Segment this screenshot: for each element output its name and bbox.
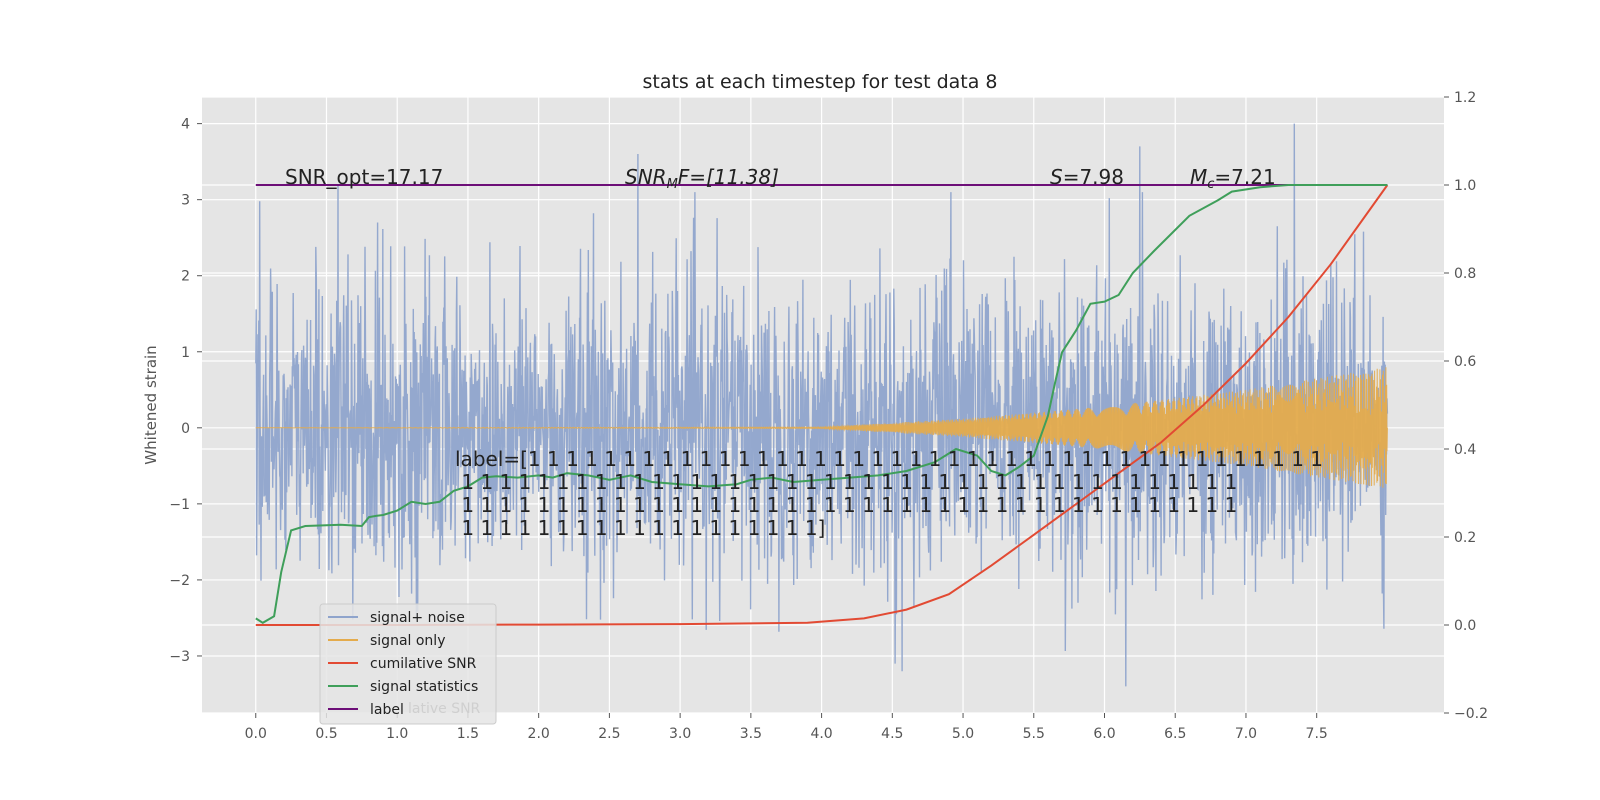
y2-tick-label: 0.2 <box>1454 530 1476 546</box>
x-tick-label: 6.0 <box>1093 726 1115 742</box>
x-tick-label: 1.0 <box>386 726 408 742</box>
x-tick-label: 2.0 <box>528 726 550 742</box>
series-cumulative-snr <box>255 184 1389 626</box>
annotation-label-line-3: 1 1 1 1 1 1 1 1 1 1 1 1 1 1 1 1 1 1 1 1 … <box>455 493 1237 517</box>
annotation-snr-mf-sub: M <box>667 177 678 192</box>
y2-tick-label: 0.4 <box>1454 442 1476 458</box>
legend-ghost-text: lative SNR <box>408 701 481 717</box>
legend-label: signal only <box>370 633 445 649</box>
legend-label: signal statistics <box>370 679 478 695</box>
y2-tick-label: 1.2 <box>1454 90 1476 106</box>
series-signal-only <box>255 367 1388 488</box>
annotation-snr-mf-value: F=[11.38] <box>678 165 779 189</box>
y-axis-label: Whitened strain <box>142 345 160 464</box>
y-axis-ticks: −3 −2 −1 0 1 2 3 4 <box>169 117 202 665</box>
legend: lative SNR signal+ noise signal only cumil… <box>319 603 497 725</box>
annotation-mc-symbol: M <box>1190 165 1207 189</box>
annotation-mc-sub: c <box>1207 177 1214 192</box>
x-tick-label: 5.5 <box>1023 726 1045 742</box>
y2-tick-label: −0.2 <box>1454 706 1488 722</box>
y-tick-label: 4 <box>181 117 190 133</box>
legend-label: signal+ noise <box>370 610 465 626</box>
x-tick-label: 3.0 <box>669 726 691 742</box>
annotation-label-line-4: 1 1 1 1 1 1 1 1 1 1 1 1 1 1 1 1 1 1 1] <box>455 516 825 540</box>
x-axis-ticks: 0.0 0.5 1.0 1.5 2.0 2.5 3.0 3.5 4.0 4.5 5.0 5.5 6.0 6… <box>245 713 1328 742</box>
x-tick-label: 2.5 <box>598 726 620 742</box>
annotation-label-line-2: 1 1 1 1 1 1 1 1 1 1 1 1 1 1 1 1 1 1 1 1 … <box>455 470 1237 494</box>
y-tick-label: −3 <box>169 649 190 665</box>
annotation-mc-value: =7.21 <box>1214 165 1275 189</box>
y2-axis-ticks: −0.2 0.0 0.2 0.4 0.6 0.8 1.0 1.2 <box>1444 90 1488 722</box>
legend-items: signal+ noise signal only cumilative SNR si… <box>328 610 478 718</box>
chart-title: stats at each timestep for test data 8 <box>642 71 997 93</box>
annotation-mc: Mc=7.21 <box>1190 165 1276 192</box>
x-tick-label: 0.5 <box>315 726 337 742</box>
legend-label: cumilative SNR <box>370 656 477 672</box>
annotation-snr-opt: SNR_opt=17.17 <box>285 165 443 189</box>
y2-tick-label: 0.6 <box>1454 354 1476 370</box>
plot-area <box>255 123 1389 687</box>
annotation-label-line-1: label=[1 1 1 1 1 1 1 1 1 1 1 1 1 1 1 1 1… <box>455 447 1323 471</box>
x-tick-label: 1.5 <box>457 726 479 742</box>
legend-label: label <box>370 702 404 718</box>
x-tick-label: 7.5 <box>1306 726 1328 742</box>
y2-tick-label: 0.0 <box>1454 618 1476 634</box>
y2-tick-label: 0.8 <box>1454 266 1476 282</box>
series-signal-statistics <box>255 184 1388 624</box>
y-tick-label: 2 <box>181 269 190 285</box>
annotation-snr-mf-main: SNR <box>625 165 667 189</box>
legend-box <box>319 603 497 725</box>
annotation-s-value: =7.98 <box>1063 165 1124 189</box>
x-tick-label: 4.5 <box>881 726 903 742</box>
y-tick-label: −1 <box>169 497 190 513</box>
y-tick-label: 3 <box>181 193 190 209</box>
annotation-s-symbol: S <box>1050 165 1063 189</box>
x-tick-label: 7.0 <box>1235 726 1257 742</box>
x-tick-label: 0.0 <box>245 726 267 742</box>
x-tick-label: 6.5 <box>1164 726 1186 742</box>
x-tick-label: 3.5 <box>740 726 762 742</box>
annotation-s-stat: S=7.98 <box>1050 165 1124 189</box>
y2-tick-label: 1.0 <box>1454 178 1476 194</box>
y-tick-label: −2 <box>169 573 190 589</box>
y-tick-label: 0 <box>181 421 190 437</box>
x-tick-label: 4.0 <box>810 726 832 742</box>
x-tick-label: 5.0 <box>952 726 974 742</box>
annotation-snr-mf: SNRMF=[11.38] <box>625 165 779 192</box>
y-tick-label: 1 <box>181 345 190 361</box>
